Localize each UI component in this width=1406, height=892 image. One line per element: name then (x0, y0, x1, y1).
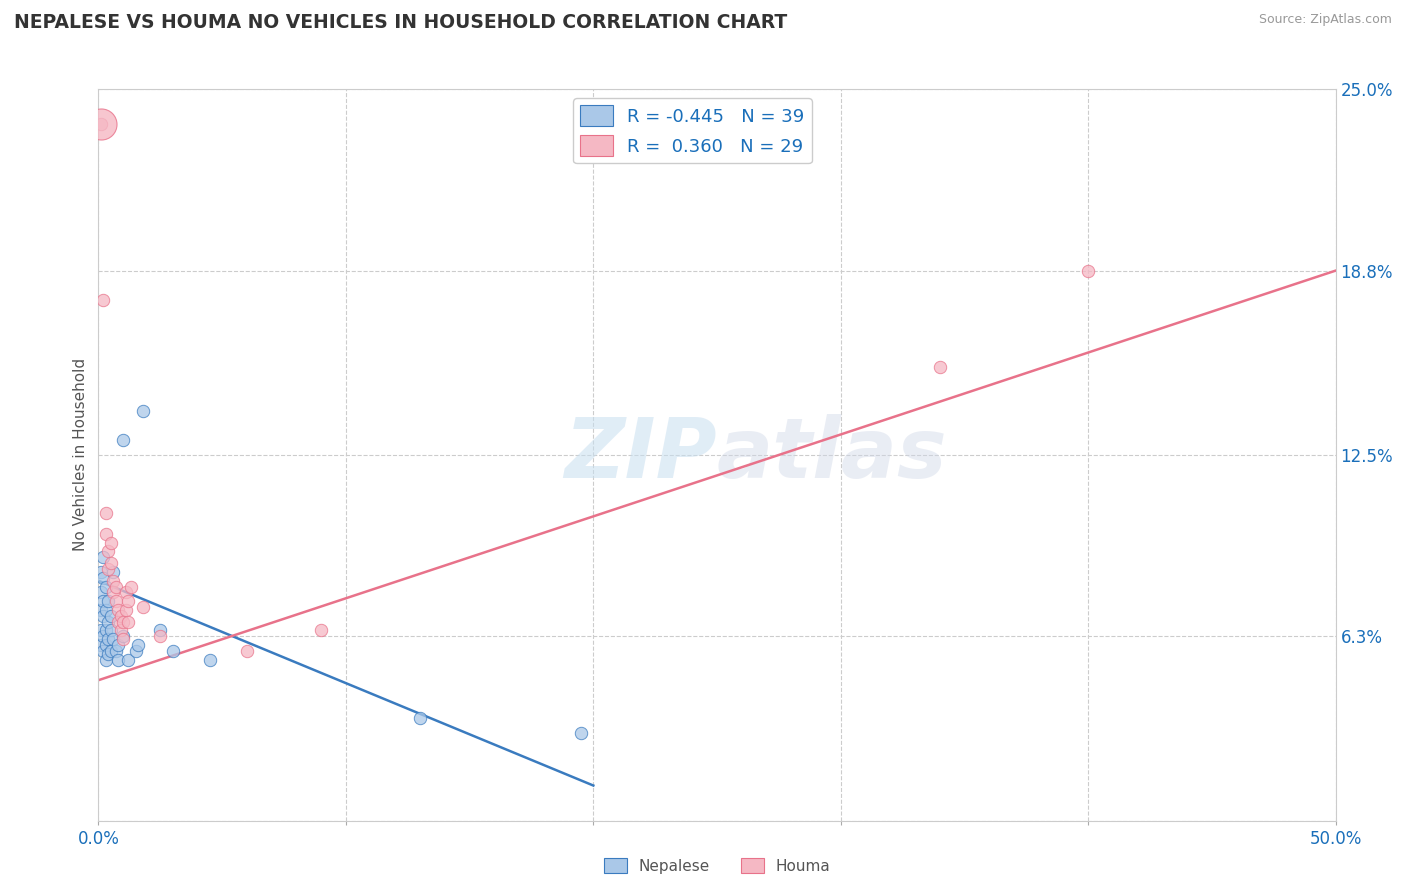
Point (110, 624, 132, 638)
Point (103, 632, 125, 647)
Point (117, 615, 139, 629)
Point (93, 608, 115, 623)
Point (100, 608, 122, 623)
Point (104, 644, 127, 658)
Point (90, 624, 112, 638)
Text: atlas: atlas (717, 415, 948, 495)
Point (132, 600, 155, 615)
Point (94, 580, 117, 594)
Point (97, 594, 120, 608)
Point (236, 644, 259, 658)
Point (309, 624, 332, 638)
Point (90, 117, 112, 131)
Legend: R = -0.445   N = 39, R =  0.360   N = 29: R = -0.445 N = 39, R = 0.360 N = 29 (574, 98, 811, 163)
Point (94, 507, 117, 521)
Point (198, 653, 221, 667)
Point (94, 653, 117, 667)
Point (94, 603, 117, 617)
Point (93, 550, 115, 565)
Point (120, 580, 142, 594)
Point (110, 608, 132, 623)
Point (100, 535, 122, 549)
Point (1077, 263, 1099, 277)
Point (104, 580, 127, 594)
Point (107, 615, 129, 629)
Point (114, 585, 136, 599)
Point (103, 574, 125, 588)
Point (569, 726, 592, 740)
Point (114, 603, 136, 617)
Point (93, 644, 115, 658)
Point (97, 647, 120, 661)
Point (127, 638, 149, 652)
Point (103, 585, 125, 599)
Point (90, 585, 112, 599)
Point (90, 565, 112, 579)
Point (97, 562, 120, 576)
Point (97, 615, 120, 629)
Point (93, 293, 115, 307)
Point (100, 644, 122, 658)
Point (124, 644, 146, 658)
Point (94, 638, 117, 652)
Point (117, 594, 139, 608)
Point (112, 615, 135, 629)
Point (112, 632, 135, 647)
Point (117, 653, 139, 667)
Point (90, 117, 112, 131)
Legend: Nepalese, Houma: Nepalese, Houma (598, 852, 837, 880)
Point (149, 624, 172, 638)
Point (100, 556, 122, 570)
Point (90, 638, 112, 652)
Point (93, 571, 115, 585)
Text: ZIP: ZIP (564, 415, 717, 495)
Point (104, 594, 127, 608)
Point (90, 603, 112, 617)
Point (107, 638, 129, 652)
Point (112, 434, 135, 448)
Point (107, 653, 129, 667)
Point (132, 404, 155, 418)
Y-axis label: No Vehicles in Household: No Vehicles in Household (73, 359, 89, 551)
Point (94, 527, 117, 541)
Text: Source: ZipAtlas.com: Source: ZipAtlas.com (1258, 13, 1392, 27)
Point (103, 565, 125, 579)
Point (149, 629, 172, 643)
Point (100, 624, 122, 638)
Point (93, 629, 115, 643)
Point (97, 632, 120, 647)
Point (928, 360, 950, 375)
Point (112, 629, 135, 643)
Text: NEPALESE VS HOUMA NO VEHICLES IN HOUSEHOLD CORRELATION CHART: NEPALESE VS HOUMA NO VEHICLES IN HOUSEHO… (14, 13, 787, 32)
Point (94, 624, 117, 638)
Point (107, 603, 129, 617)
Point (97, 544, 120, 558)
Point (93, 594, 115, 608)
Point (162, 644, 184, 658)
Point (409, 711, 432, 725)
